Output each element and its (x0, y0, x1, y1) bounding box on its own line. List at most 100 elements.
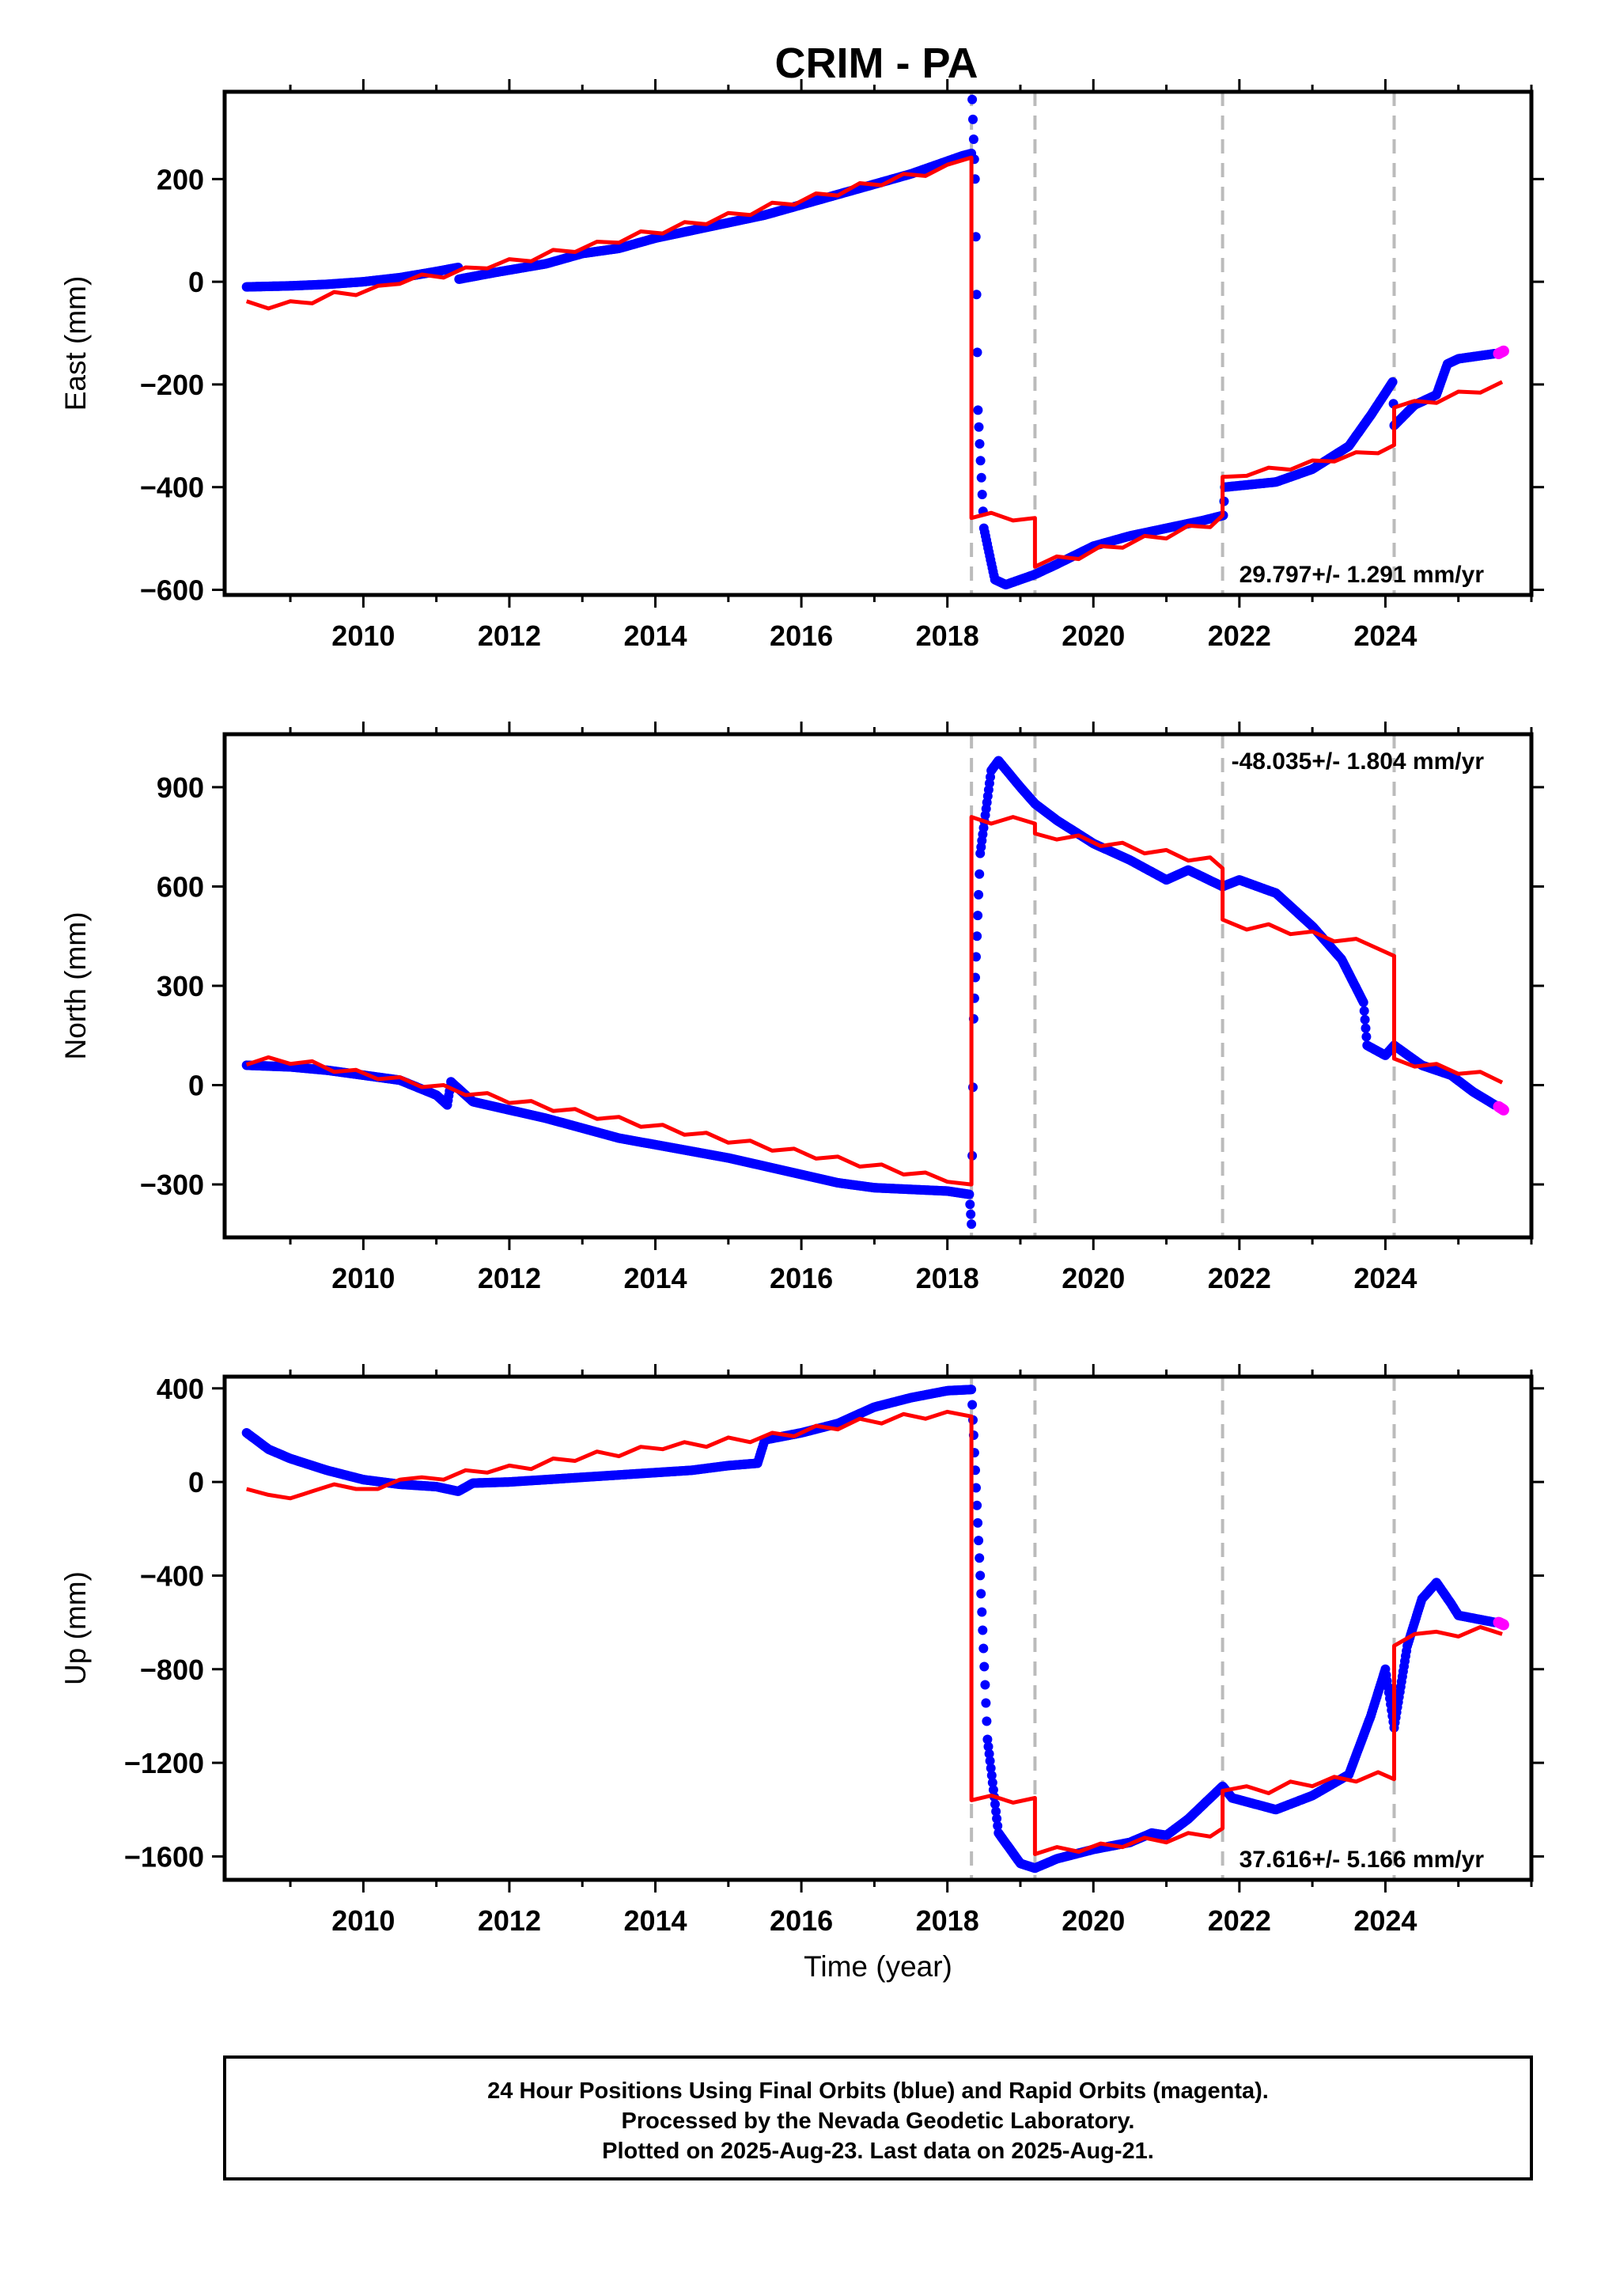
x-tick-label: 2022 (1208, 1262, 1271, 1294)
final-position-point (985, 1756, 995, 1766)
y-tick-label: −1200 (124, 1747, 204, 1779)
final-position-point (983, 1741, 994, 1752)
y-tick-label: −400 (140, 1559, 204, 1592)
final-position-point (971, 232, 981, 242)
final-position-point (975, 869, 985, 879)
plot-frame (222, 1374, 1534, 1882)
y-tick-label: 200 (157, 163, 204, 195)
rapid-position-point (1497, 1104, 1509, 1116)
final-position-point (971, 952, 981, 962)
x-tick-label: 2018 (916, 619, 979, 652)
plot-area (225, 92, 1531, 595)
x-tick-label: 2024 (1353, 1262, 1417, 1294)
final-position-point (1361, 1023, 1371, 1033)
final-position-point (971, 290, 982, 300)
x-tick-label: 2014 (623, 1904, 687, 1937)
y-axis-label: North (mm) (59, 911, 92, 1059)
final-position-point (967, 1400, 978, 1410)
x-tick-label: 2022 (1208, 619, 1271, 652)
plot-area (225, 734, 1531, 1237)
final-position-point (978, 1643, 989, 1654)
final-position-point (975, 439, 985, 449)
final-position-point (972, 931, 982, 942)
final-position-point (980, 1680, 990, 1690)
x-tick-label: 2018 (916, 1904, 979, 1937)
final-position-point (982, 1734, 993, 1745)
final-position-point (973, 911, 983, 921)
model-fit-line (246, 1409, 1503, 1856)
footer-frame (223, 2055, 1533, 2180)
footer-line-2: Processed by the Nevada Geodetic Laborat… (622, 2108, 1135, 2134)
final-position-point (967, 1385, 977, 1395)
final-position-point (984, 1749, 994, 1759)
y-tick-label: 400 (157, 1373, 204, 1405)
x-tick-label: 2016 (770, 619, 833, 652)
final-position-point (967, 1219, 977, 1229)
final-position-point (991, 1806, 1001, 1817)
x-tick-label: 2012 (478, 1262, 541, 1294)
final-position-point (1358, 997, 1368, 1007)
x-tick-label: 2014 (623, 1262, 687, 1294)
plot-content (241, 1377, 1509, 1880)
final-position-point (986, 1771, 997, 1780)
y-tick-label: −1600 (124, 1840, 204, 1873)
x-tick-label: 2020 (1062, 1904, 1125, 1937)
y-axis-label: East (mm) (59, 276, 92, 411)
final-position-point (964, 1189, 975, 1199)
final-position-point (976, 472, 986, 483)
final-position-point (966, 1209, 976, 1219)
y-axis-label: Up (mm) (59, 1571, 92, 1685)
x-tick-label: 2014 (623, 619, 687, 652)
final-position-point (992, 1813, 1002, 1824)
y-tick-label: −300 (140, 1169, 204, 1201)
final-position-point (982, 1716, 992, 1726)
final-position-point (977, 1607, 987, 1617)
x-tick-label: 2020 (1062, 1262, 1125, 1294)
x-tick-label: 2010 (331, 1262, 395, 1294)
final-position-point (978, 1625, 988, 1635)
plot-frame (222, 89, 1534, 597)
final-position-point (1387, 377, 1398, 387)
final-position-point (972, 347, 982, 358)
final-position-point (973, 405, 983, 415)
final-position-point (971, 1483, 981, 1493)
velocity-annotation: 37.616+/- 5.166 mm/yr (1240, 1847, 1485, 1873)
plot-content (241, 734, 1509, 1237)
final-position-point (975, 456, 986, 466)
final-position-point (974, 1536, 984, 1546)
model-fit-line (245, 155, 1504, 569)
x-tick-label: 2012 (478, 1904, 541, 1937)
final-position-point (979, 1661, 990, 1672)
final-position-point (990, 1799, 1000, 1809)
x-tick-label: 2012 (478, 619, 541, 652)
up-panel: 400 0 −400 −800 −1200 −1600 2010 2012 2014 2016 20… (59, 1364, 1544, 1983)
final-position-point (968, 114, 978, 124)
velocity-annotation: -48.035+/- 1.804 mm/yr (1232, 748, 1485, 775)
final-position-point (974, 422, 984, 432)
final-position-point (972, 1500, 982, 1510)
final-position-point (975, 1553, 985, 1563)
y-tick-label: −800 (140, 1654, 204, 1686)
x-tick-label: 2016 (770, 1904, 833, 1937)
final-position-point (965, 1199, 975, 1210)
footer-line-3: Plotted on 2025-Aug-23. Last data on 202… (602, 2139, 1154, 2164)
final-position-point (974, 889, 984, 900)
y-tick-label: 0 (188, 266, 204, 298)
final-position-point (977, 490, 987, 499)
x-tick-label: 2024 (1353, 619, 1417, 652)
final-position-point (1360, 1014, 1370, 1025)
y-tick-label: 0 (188, 1466, 204, 1498)
east-panel: 200 0 −200 −400 −600 2010 2012 2014 2016 2018 2020… (59, 79, 1544, 652)
x-tick-label: 2010 (331, 619, 395, 652)
final-position-point (993, 1821, 1003, 1831)
rapid-position-point (1497, 345, 1509, 357)
y-tick-label: 0 (188, 1070, 204, 1102)
footer-box: 24 Hour Positions Using Final Orbits (bl… (223, 2055, 1533, 2180)
y-tick-label: 900 (157, 771, 204, 804)
y-tick-label: −400 (140, 472, 204, 504)
y-tick-label: −200 (140, 369, 204, 401)
x-tick-label: 2022 (1208, 1904, 1271, 1937)
final-position-point (988, 1785, 998, 1795)
footer-line-1: 24 Hour Positions Using Final Orbits (bl… (487, 2078, 1269, 2104)
